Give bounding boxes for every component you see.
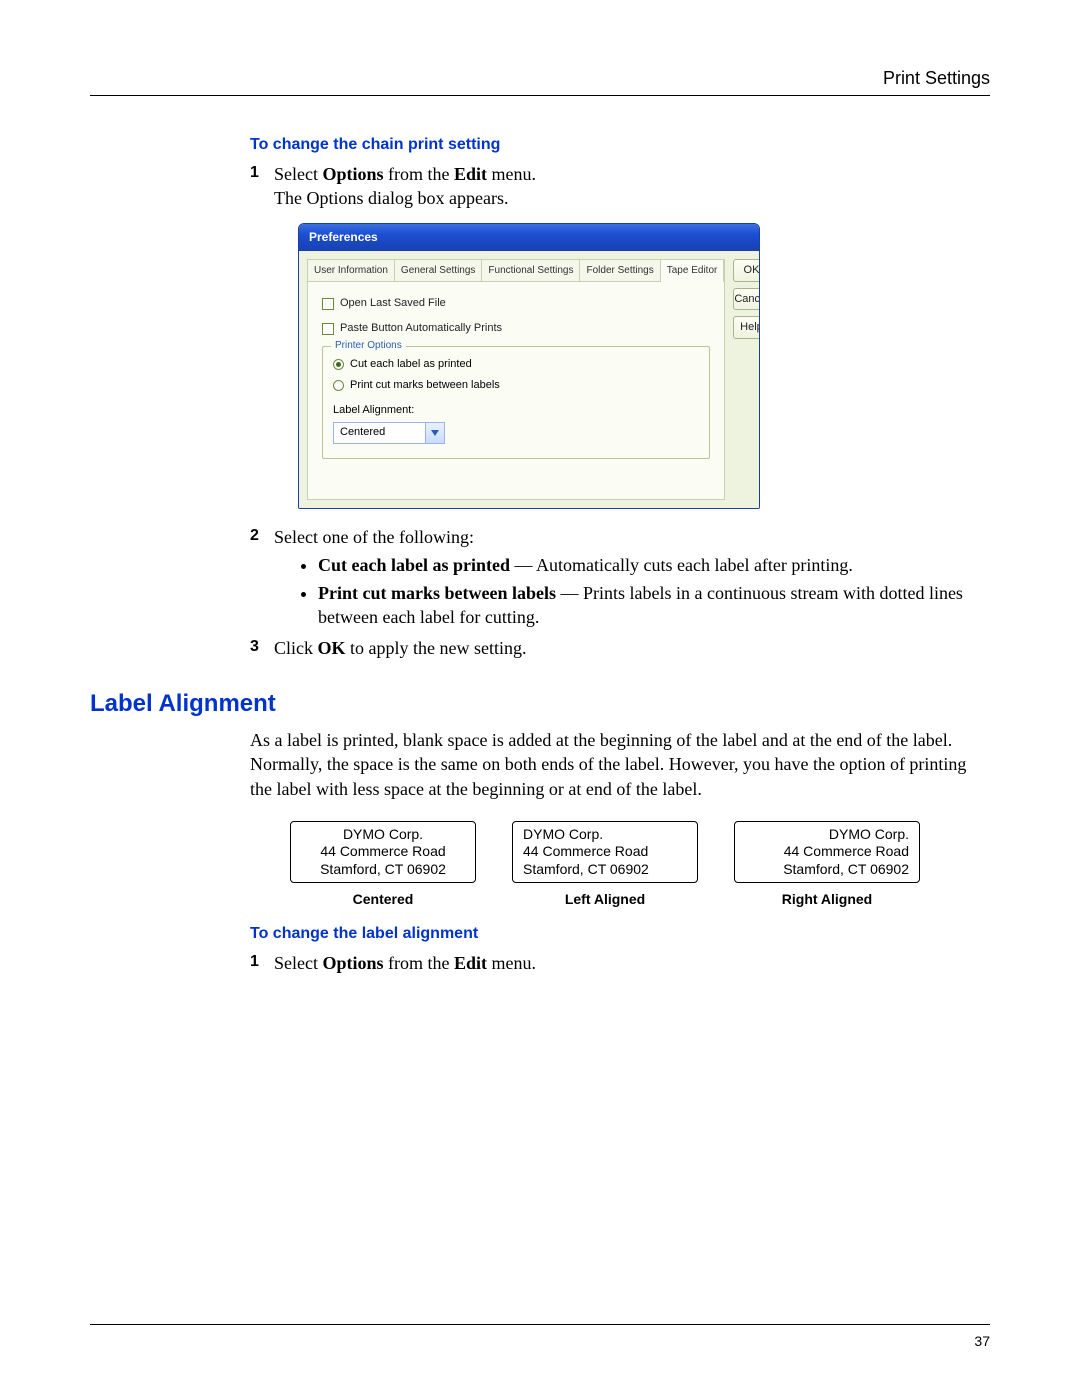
checkbox-icon	[322, 298, 334, 310]
task-heading-label-alignment: To change the label alignment	[250, 925, 990, 943]
page-header: Print Settings	[90, 68, 990, 96]
step-1: 1 Select Options from the Edit menu. The…	[250, 162, 990, 509]
cancel-button[interactable]: Cancel	[733, 288, 760, 311]
label-alignment-dropdown[interactable]: Centered	[333, 422, 445, 444]
label-alignment-paragraph: As a label is printed, blank space is ad…	[250, 728, 990, 801]
task-heading-chain-print: To change the chain print setting	[250, 136, 990, 154]
alignment-examples-row: DYMO Corp. 44 Commerce Road Stamford, CT…	[290, 821, 990, 907]
example-right: DYMO Corp. 44 Commerce Road Stamford, CT…	[734, 821, 920, 907]
dialog-left-pane: User Information General Settings Functi…	[307, 259, 725, 500]
example-left: DYMO Corp. 44 Commerce Road Stamford, CT…	[512, 821, 698, 907]
checkbox-icon	[322, 323, 334, 335]
step-number: 1	[250, 951, 259, 973]
radio-icon	[333, 359, 344, 370]
ok-button[interactable]: OK	[733, 259, 760, 282]
help-button[interactable]: Help	[733, 316, 760, 339]
step-text: Click OK to apply the new setting.	[274, 638, 526, 658]
section-heading-label-alignment: Label Alignment	[90, 690, 990, 718]
caption-right: Right Aligned	[734, 891, 920, 907]
preferences-dialog: Preferences User Information General Set…	[298, 223, 760, 509]
dropdown-value: Centered	[334, 425, 425, 440]
radio-icon	[333, 380, 344, 391]
caption-centered: Centered	[290, 891, 476, 907]
bullet-cut-each-label: Cut each label as printed — Automaticall…	[318, 553, 990, 577]
steps-list-2: 1 Select Options from the Edit menu.	[250, 951, 990, 975]
tab-panel-tape-editor: Open Last Saved File Paste Button Automa…	[308, 282, 724, 498]
step-subtext: The Options dialog box appears.	[274, 186, 990, 210]
checkbox-open-last-saved[interactable]: Open Last Saved File	[322, 296, 710, 311]
checkbox-paste-auto-print[interactable]: Paste Button Automatically Prints	[322, 321, 710, 336]
step-3: 3 Click OK to apply the new setting.	[250, 636, 990, 660]
radio-label: Print cut marks between labels	[350, 378, 500, 393]
step-number: 3	[250, 636, 259, 658]
content-block-2: To change the label alignment 1 Select O…	[90, 925, 990, 975]
tab-strip: User Information General Settings Functi…	[308, 260, 724, 283]
step-number: 1	[250, 162, 259, 184]
tab-functional-settings[interactable]: Functional Settings	[482, 260, 580, 282]
step-text: Select one of the following:	[274, 527, 474, 547]
label-sample-centered: DYMO Corp. 44 Commerce Road Stamford, CT…	[290, 821, 476, 883]
checkbox-label: Paste Button Automatically Prints	[340, 321, 502, 336]
tab-tape-editor[interactable]: Tape Editor	[661, 260, 725, 283]
step-text: Select Options from the Edit menu.	[274, 953, 536, 973]
content-block-1: To change the chain print setting 1 Sele…	[90, 136, 990, 660]
footer-rule	[90, 1324, 990, 1325]
tab-user-information[interactable]: User Information	[308, 260, 395, 282]
page-number: 37	[974, 1333, 990, 1349]
chevron-down-icon	[425, 423, 444, 443]
page: Print Settings To change the chain print…	[0, 0, 1080, 1397]
label-sample-right: DYMO Corp. 44 Commerce Road Stamford, CT…	[734, 821, 920, 883]
step-2-bullets: Cut each label as printed — Automaticall…	[274, 553, 990, 630]
step-2: 2 Select one of the following: Cut each …	[250, 525, 990, 630]
radio-print-cut-marks[interactable]: Print cut marks between labels	[333, 378, 699, 393]
label-alignment-label: Label Alignment:	[333, 403, 699, 418]
dialog-body: User Information General Settings Functi…	[299, 251, 759, 508]
step-number: 2	[250, 525, 259, 547]
checkbox-label: Open Last Saved File	[340, 296, 446, 311]
label-sample-left: DYMO Corp. 44 Commerce Road Stamford, CT…	[512, 821, 698, 883]
printer-options-group: Printer Options Cut each label as printe…	[322, 346, 710, 459]
radio-label: Cut each label as printed	[350, 357, 472, 372]
dialog-titlebar: Preferences	[299, 224, 759, 251]
caption-left: Left Aligned	[512, 891, 698, 907]
tab-folder-settings[interactable]: Folder Settings	[580, 260, 660, 282]
bullet-print-cut-marks: Print cut marks between labels — Prints …	[318, 581, 990, 630]
dialog-button-column: OK Cancel Help	[733, 259, 760, 500]
tab-general-settings[interactable]: General Settings	[395, 260, 483, 282]
preferences-dialog-figure: Preferences User Information General Set…	[298, 223, 990, 509]
example-centered: DYMO Corp. 44 Commerce Road Stamford, CT…	[290, 821, 476, 907]
radio-cut-each-label[interactable]: Cut each label as printed	[333, 357, 699, 372]
steps-list-1: 1 Select Options from the Edit menu. The…	[250, 162, 990, 660]
step-text: Select Options from the Edit menu.	[274, 164, 536, 184]
step-1b: 1 Select Options from the Edit menu.	[250, 951, 990, 975]
group-legend: Printer Options	[331, 339, 406, 353]
header-title: Print Settings	[883, 68, 990, 88]
